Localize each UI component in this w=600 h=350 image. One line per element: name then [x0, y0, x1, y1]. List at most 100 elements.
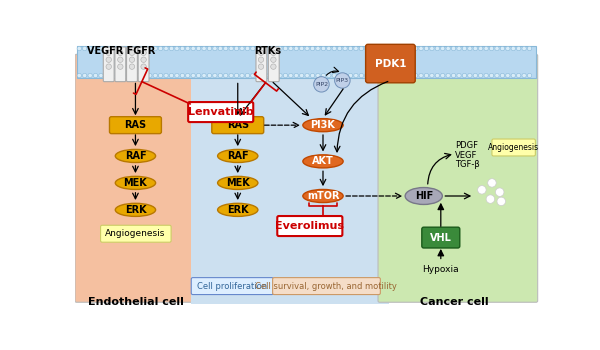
Ellipse shape [115, 203, 155, 216]
Circle shape [141, 50, 146, 55]
Circle shape [185, 74, 190, 78]
Circle shape [332, 74, 337, 78]
Circle shape [235, 47, 239, 51]
Text: AKT: AKT [312, 156, 334, 166]
Text: Lenvatinib: Lenvatinib [188, 107, 254, 117]
Circle shape [99, 47, 103, 51]
Circle shape [446, 47, 451, 51]
Circle shape [202, 74, 206, 78]
Circle shape [283, 74, 287, 78]
Circle shape [88, 74, 92, 78]
Ellipse shape [303, 189, 343, 203]
Ellipse shape [115, 149, 155, 162]
FancyBboxPatch shape [277, 216, 343, 236]
Circle shape [169, 47, 173, 51]
Circle shape [141, 57, 146, 62]
Circle shape [343, 47, 347, 51]
Circle shape [478, 186, 486, 194]
Circle shape [148, 47, 152, 51]
Circle shape [235, 74, 239, 78]
FancyBboxPatch shape [212, 117, 264, 134]
Circle shape [397, 47, 401, 51]
Circle shape [158, 47, 163, 51]
Circle shape [129, 64, 134, 69]
Circle shape [497, 197, 506, 206]
Circle shape [164, 47, 168, 51]
Circle shape [164, 74, 168, 78]
Circle shape [185, 47, 190, 51]
Text: mTOR: mTOR [307, 191, 339, 201]
Circle shape [349, 47, 353, 51]
Circle shape [83, 47, 87, 51]
Circle shape [419, 47, 423, 51]
Ellipse shape [303, 119, 343, 132]
Circle shape [376, 47, 380, 51]
Circle shape [118, 50, 123, 55]
Circle shape [106, 57, 112, 62]
Circle shape [522, 47, 526, 51]
Circle shape [299, 74, 304, 78]
Circle shape [294, 47, 298, 51]
Text: PDGF: PDGF [455, 141, 478, 150]
Circle shape [175, 47, 179, 51]
FancyBboxPatch shape [191, 278, 274, 295]
Circle shape [386, 74, 391, 78]
FancyBboxPatch shape [103, 47, 114, 82]
FancyBboxPatch shape [188, 102, 253, 122]
Ellipse shape [218, 149, 258, 162]
Circle shape [118, 64, 123, 69]
Circle shape [106, 64, 112, 69]
Circle shape [381, 47, 385, 51]
Text: Angiogenesis: Angiogenesis [488, 143, 539, 152]
Text: ERK: ERK [125, 205, 146, 215]
Circle shape [467, 47, 472, 51]
Circle shape [121, 47, 125, 51]
Circle shape [506, 47, 510, 51]
Text: RAF: RAF [227, 151, 248, 161]
Circle shape [435, 47, 439, 51]
FancyBboxPatch shape [422, 227, 460, 248]
Circle shape [213, 74, 217, 78]
Circle shape [511, 74, 515, 78]
Circle shape [180, 74, 185, 78]
Circle shape [435, 74, 439, 78]
Circle shape [104, 47, 109, 51]
Circle shape [256, 74, 260, 78]
Circle shape [349, 74, 353, 78]
Circle shape [326, 47, 331, 51]
Text: ERK: ERK [227, 205, 248, 215]
Circle shape [88, 47, 92, 51]
Circle shape [337, 74, 342, 78]
Circle shape [332, 47, 337, 51]
Circle shape [104, 74, 109, 78]
Circle shape [218, 74, 223, 78]
Circle shape [430, 74, 434, 78]
Circle shape [386, 47, 391, 51]
Text: RTKs: RTKs [254, 46, 281, 56]
Circle shape [245, 74, 250, 78]
Text: HIF: HIF [415, 191, 433, 201]
Circle shape [527, 47, 532, 51]
Circle shape [131, 74, 136, 78]
Circle shape [153, 47, 157, 51]
Circle shape [271, 57, 276, 62]
FancyBboxPatch shape [115, 47, 126, 82]
Circle shape [131, 47, 136, 51]
Circle shape [517, 74, 521, 78]
Circle shape [267, 47, 271, 51]
Circle shape [271, 64, 276, 69]
Text: PI3K: PI3K [311, 120, 335, 130]
Circle shape [424, 74, 428, 78]
FancyBboxPatch shape [492, 139, 535, 156]
Circle shape [419, 74, 423, 78]
Text: RAS: RAS [124, 120, 146, 130]
Circle shape [115, 74, 119, 78]
Circle shape [335, 73, 350, 88]
FancyBboxPatch shape [109, 117, 161, 134]
Circle shape [484, 74, 488, 78]
Circle shape [218, 47, 223, 51]
Circle shape [272, 47, 277, 51]
Circle shape [337, 47, 342, 51]
Circle shape [283, 47, 287, 51]
Circle shape [376, 74, 380, 78]
